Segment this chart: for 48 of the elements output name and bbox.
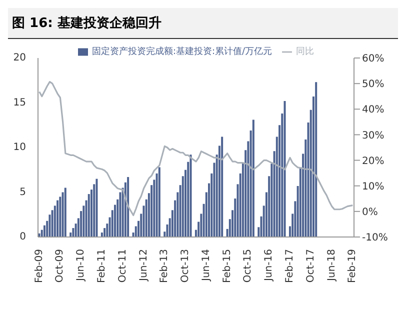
x-tick-label: Feb-09 [34,249,45,284]
x-tick-label: Feb-15 [222,249,233,284]
x-tick-label: Feb-19 [347,249,358,284]
chart-title: 图 16: 基建投资企稳回升 [8,8,398,39]
x-tick-label: Feb-13 [159,249,170,284]
x-tick-label: Jun-16 [264,249,275,282]
x-tick-label: Feb-17 [284,249,296,284]
y-tick-label: 15 [13,97,26,108]
y2-tick-label: -10% [362,232,388,244]
bar [64,188,66,237]
bar [158,167,160,237]
y2-tick-label: 40% [362,104,384,116]
y-tick-label: 10 [13,142,26,153]
bar [62,192,64,237]
x-tick-label: Oct-17 [305,249,316,283]
x-tick-label: Oct-13 [180,249,192,283]
x-tick-label: Jun-14 [200,249,212,282]
x-tick-label: Oct-11 [117,249,128,283]
y2-tick-label: 50% [362,79,384,90]
bar [284,100,286,237]
bar [59,196,62,237]
y2-tick-label: 20% [362,156,384,167]
bar [40,230,43,237]
line-series [38,80,354,216]
y2-tick-label: 30% [362,130,384,142]
y2-tick-label: 0% [362,206,378,218]
bar [119,192,122,237]
x-tick-label: Jun-10 [76,249,87,282]
x-tick-label: Oct-09 [54,249,66,283]
y-tick-label: 20 [13,52,26,64]
y-tick-label: 0 [20,232,26,242]
bar [56,200,59,237]
x-tick-label: Jun-12 [138,249,150,282]
y-tick-label: 5 [20,186,26,198]
x-tick-label: Jun-18 [326,249,338,282]
bar [43,225,46,237]
y2-tick-label: 60% [362,54,384,65]
legend-label: 同比 [296,47,314,57]
bar [96,178,98,237]
bar [315,82,318,237]
bar [127,177,130,237]
bar [252,120,254,237]
bar [190,154,192,237]
bar [221,136,224,237]
legend-label: 固定资产投资完成额:基建投资:累计值/万亿元 [92,47,272,57]
x-tick-label: Feb-11 [96,249,108,284]
x-tick-label: Oct-15 [242,249,254,283]
y2-tick-label: 10% [362,181,384,192]
